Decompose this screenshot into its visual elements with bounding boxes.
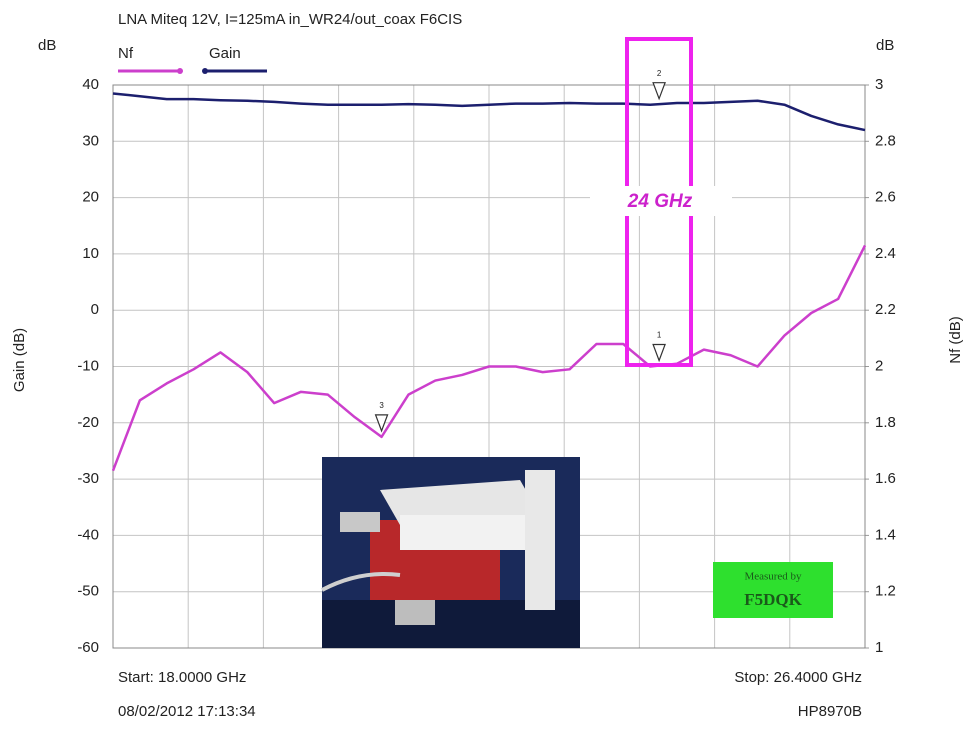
badge (713, 562, 833, 618)
chart-title: LNA Miteq 12V, I=125mA in_WR24/out_coax … (118, 11, 462, 28)
legend-label: Nf (118, 45, 134, 62)
y-tick-label: 20 (82, 189, 99, 206)
marker (652, 82, 666, 101)
y2-tick-label: 1.4 (875, 526, 896, 543)
connector (340, 512, 380, 532)
y-tick-label: 30 (82, 132, 99, 149)
y2-tick-label: 1.8 (875, 414, 896, 431)
photo (321, 457, 580, 648)
badge-text: F5DQK (744, 590, 802, 609)
legend-dot (177, 68, 183, 74)
marker (652, 343, 666, 363)
y-tick-label: 40 (82, 76, 99, 93)
y-tick-label: -40 (77, 526, 99, 543)
y2-tick-label: 3 (875, 76, 883, 93)
start-label: Start: 18.0000 GHz (118, 669, 246, 686)
y2-tick-label: 2.2 (875, 301, 896, 318)
badge-text: Measured by (744, 571, 802, 583)
flange (525, 470, 555, 610)
y-tick-label: -30 (77, 470, 99, 487)
y2-tick-label: 2 (875, 357, 883, 374)
instrument: HP8970B (798, 703, 862, 720)
legend-dot (202, 68, 208, 74)
timestamp: 08/02/2012 17:13:34 (118, 703, 256, 720)
marker-label: 2 (657, 69, 662, 78)
stop-label: Stop: 26.4000 GHz (734, 669, 862, 686)
cable (321, 572, 401, 592)
y2-tick-label: 1.2 (875, 583, 896, 600)
y2-tick-label: 1.6 (875, 470, 896, 487)
y-unit: dB (38, 37, 56, 54)
y-tick-label: -50 (77, 583, 99, 600)
y2-tick-label: 2.4 (875, 245, 896, 262)
annotation: 24 GHz (627, 191, 693, 212)
series-line (111, 244, 867, 472)
plot-area: 40 30 20 10 0 -10 -20 -30 -40 -50 -60 3 2.8 2.6 2.4 2.2… (77, 69, 896, 656)
marker (374, 414, 389, 433)
y2-tick-label: 2.6 (875, 189, 896, 206)
y-tick-label: 0 (91, 301, 99, 318)
series-line (112, 92, 866, 132)
y-tick-label: -60 (77, 639, 99, 656)
y-tick-label: -20 (77, 414, 99, 431)
cap (395, 600, 435, 625)
marker-label: 1 (657, 331, 662, 340)
y2-tick-label: 2.8 (875, 132, 896, 149)
y2-unit: dB (876, 37, 894, 54)
device-top (380, 480, 540, 525)
y-tick-label: 10 (82, 245, 99, 262)
annotation-bg (590, 186, 732, 216)
y-tick-label: -10 (77, 357, 99, 374)
y-axis-label: Gain (dB) (11, 328, 28, 392)
marker-label: 3 (379, 401, 384, 410)
y2-axis-label: Nf (dB) (947, 316, 964, 364)
y2-tick-label: 1 (875, 639, 883, 656)
device-block (400, 515, 535, 550)
legend-label: Gain (209, 45, 241, 62)
